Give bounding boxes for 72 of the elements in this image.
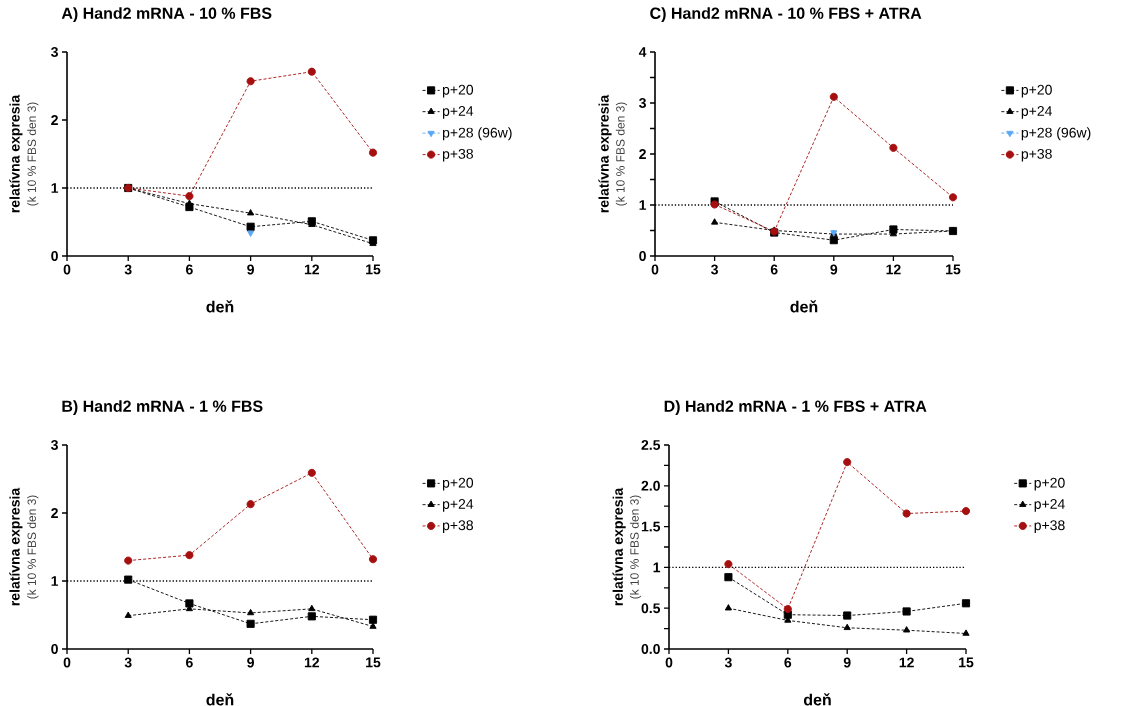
x-axis-title: deň <box>206 693 234 706</box>
text: (k 10 % FBS den 3) <box>27 495 39 599</box>
y-tick-label: 0 <box>51 251 58 261</box>
legend-label: p+28 (96w) <box>442 127 512 141</box>
x-tick-label: 3 <box>711 264 718 275</box>
x-tick-label: 0 <box>63 657 71 668</box>
y-tick-label: 1.5 <box>641 521 661 532</box>
legend-label: p+20 <box>1034 477 1065 491</box>
x-tick-label: 15 <box>366 264 381 275</box>
legend-label: p+24 <box>442 499 474 512</box>
y-tick-label: 3 <box>639 98 646 108</box>
x-tick-label: 6 <box>186 264 193 275</box>
y-tick-label: 4 <box>638 47 647 57</box>
x-tick-label: 12 <box>304 657 320 668</box>
chart-title: D) Hand2 mRNA - 1 % FBS + ATRA <box>664 400 927 416</box>
y-tick-label: 2 <box>51 508 58 518</box>
chart-title: B) Hand2 mRNA - 1 % FBS <box>62 400 263 416</box>
y-tick-label: 3 <box>51 440 58 450</box>
text: (k 10 % FBS den 3) <box>27 102 39 206</box>
x-tick-label: 15 <box>959 657 974 668</box>
x-tick-label: 9 <box>247 264 254 275</box>
x-tick-label: 6 <box>784 657 792 668</box>
legend-label: p+38 <box>442 520 473 533</box>
legend-label: p+20 <box>442 477 474 491</box>
y-tick-label: 0 <box>51 644 58 654</box>
y-axis-title: relatívna expresia <box>612 487 626 606</box>
x-tick-label: 9 <box>830 264 838 275</box>
y-tick-label: 1 <box>653 562 661 573</box>
y-tick-label: 3 <box>51 47 58 57</box>
x-tick-label: 15 <box>366 657 381 668</box>
x-axis-title: deň <box>803 693 831 706</box>
y-tick-label: 0.0 <box>641 644 660 654</box>
y-tick-label: 1 <box>51 576 59 586</box>
legend-label: p+24 <box>1034 499 1065 512</box>
x-axis-title: deň <box>790 300 818 313</box>
x-tick-label: 3 <box>124 264 132 275</box>
y-tick-label: 1 <box>639 200 647 210</box>
legend-label: p+24 <box>1021 106 1052 119</box>
x-tick-label: 0 <box>63 264 71 275</box>
legend-label: p+38 <box>1021 148 1052 162</box>
x-tick-label: 12 <box>886 264 901 275</box>
y-tick-label: 0.5 <box>641 603 661 614</box>
chart-title: A) Hand2 mRNA - 10 % FBS <box>61 7 272 23</box>
x-tick-label: 3 <box>724 657 732 668</box>
y-tick-label: 2 <box>51 115 58 125</box>
y-axis-title: relatívna expresia <box>9 487 23 606</box>
legend-label: p+24 <box>442 106 474 119</box>
legend-label: p+38 <box>1034 520 1065 533</box>
x-tick-label: 9 <box>843 657 851 668</box>
y-axis-title: relatívna expresia <box>9 94 23 213</box>
y-tick-label: 2.0 <box>641 480 660 491</box>
x-tick-label: 12 <box>304 264 320 275</box>
legend-label: p+28 (96w) <box>1021 127 1091 141</box>
chart-title: C) Hand2 mRNA - 10 % FBS + ATRA <box>650 7 922 23</box>
y-tick-label: 2 <box>639 149 646 159</box>
x-tick-label: 9 <box>247 657 254 668</box>
text: (k 10 % FBS den 3) <box>615 102 628 206</box>
x-tick-label: 3 <box>124 657 132 668</box>
x-tick-label: 15 <box>946 264 961 275</box>
x-tick-label: 0 <box>665 657 673 668</box>
text: (k 10 % FBS den 3) <box>629 495 642 599</box>
x-tick-label: 6 <box>770 264 778 275</box>
y-axis-title: relatívna expresia <box>598 94 612 213</box>
legend-label: p+20 <box>442 84 474 98</box>
legend-label: p+20 <box>1021 84 1052 98</box>
x-tick-label: 6 <box>186 657 193 668</box>
legend-label: p+38 <box>442 148 473 162</box>
y-tick-label: 1 <box>51 183 59 193</box>
y-tick-label: 2.5 <box>641 440 661 450</box>
y-tick-label: 0 <box>639 251 646 261</box>
x-tick-label: 12 <box>899 657 914 668</box>
x-axis-title: deň <box>206 300 234 313</box>
